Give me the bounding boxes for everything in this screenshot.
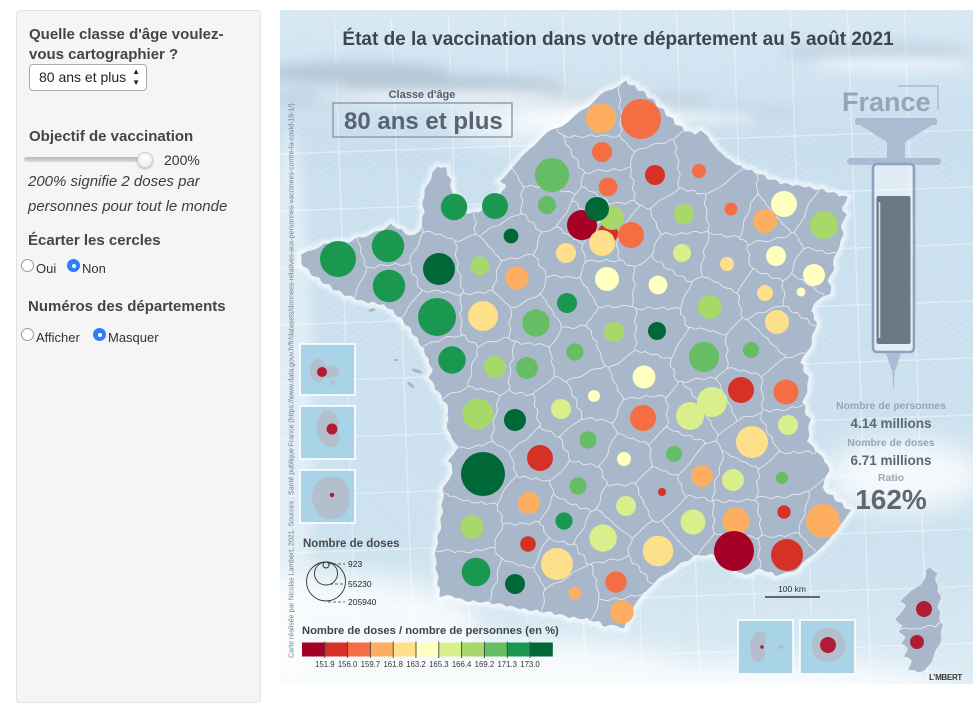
- svg-text:80 ans et plus: 80 ans et plus: [344, 108, 503, 135]
- svg-text:171.3: 171.3: [497, 660, 517, 669]
- svg-text:162%: 162%: [855, 484, 927, 515]
- svg-text:Carte réalisée par Nicolas Lam: Carte réalisée par Nicolas Lambert, 2021…: [289, 103, 296, 658]
- svg-text:Classe d'âge: Classe d'âge: [389, 89, 456, 101]
- svg-text:L’MBERT: L’MBERT: [929, 673, 962, 682]
- svg-text:6.71 millions: 6.71 millions: [850, 453, 931, 468]
- svg-text:166.4: 166.4: [452, 660, 472, 669]
- svg-text:Ratio: Ratio: [878, 473, 904, 484]
- svg-text:4.14 millions: 4.14 millions: [850, 416, 931, 431]
- svg-text:151.9: 151.9: [315, 660, 335, 669]
- svg-text:159.7: 159.7: [361, 660, 381, 669]
- svg-text:165.3: 165.3: [429, 660, 449, 669]
- svg-text:173.0: 173.0: [520, 660, 540, 669]
- svg-text:55230: 55230: [348, 579, 372, 589]
- svg-text:161.8: 161.8: [383, 660, 403, 669]
- svg-text:169.2: 169.2: [475, 660, 495, 669]
- svg-text:Nombre de doses: Nombre de doses: [303, 538, 400, 550]
- svg-text:923: 923: [348, 559, 362, 569]
- svg-text:156.0: 156.0: [338, 660, 358, 669]
- svg-text:Nombre de doses / nombre de pe: Nombre de doses / nombre de personnes (e…: [302, 625, 559, 637]
- svg-text:100 km: 100 km: [778, 584, 806, 594]
- svg-text:France: France: [842, 87, 931, 117]
- svg-text:163.2: 163.2: [406, 660, 426, 669]
- svg-text:Nombre de personnes: Nombre de personnes: [836, 401, 946, 412]
- svg-text:État de la vaccination dans vo: État de la vaccination dans votre départ…: [342, 28, 894, 50]
- svg-text:205940: 205940: [348, 597, 377, 607]
- svg-text:Nombre de doses: Nombre de doses: [847, 438, 934, 449]
